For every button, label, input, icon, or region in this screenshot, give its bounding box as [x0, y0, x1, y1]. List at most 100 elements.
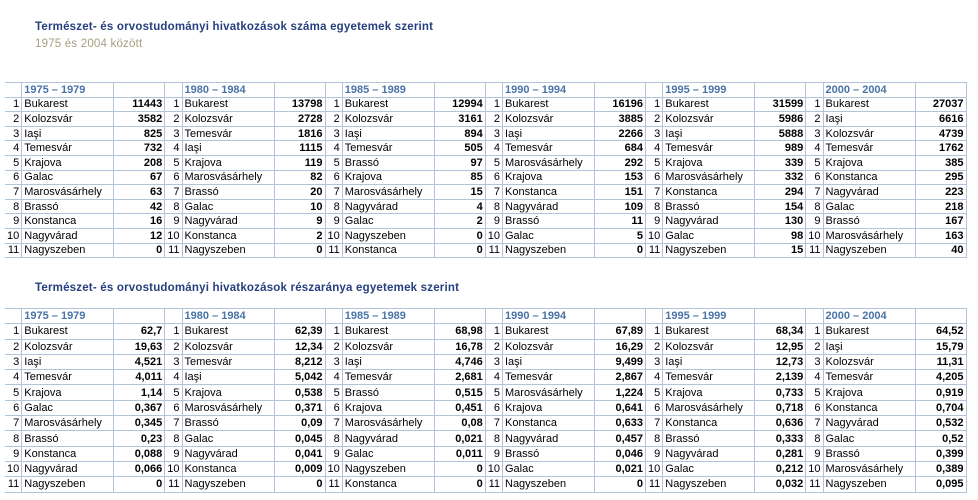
- value-cell: 40: [915, 242, 967, 259]
- value-cell: 16,29: [594, 338, 646, 355]
- value-cell: 3582: [113, 111, 166, 127]
- table-row: 8 Galac 0,52: [806, 430, 967, 447]
- value-cell: 4: [434, 198, 486, 215]
- rank-cell: 2: [485, 338, 503, 355]
- value-cell: 6616: [915, 111, 967, 127]
- city-cell: Brassó: [182, 415, 275, 432]
- rank-cell: 1: [165, 96, 183, 113]
- city-cell: Temesvár: [21, 140, 115, 156]
- value-cell: 3885: [594, 111, 646, 127]
- value-cell: 505: [434, 140, 486, 156]
- city-cell: Nagyszeben: [21, 242, 115, 259]
- table-row: 10 Galac 0,212: [646, 460, 807, 478]
- value-cell: 0,009: [274, 460, 326, 478]
- rank-cell: 5: [646, 384, 664, 401]
- table-row: 7 Brassó 20: [165, 184, 326, 200]
- table-row: 10 Konstanca 2: [165, 227, 326, 244]
- table-row: 11 Konstanca 0: [325, 476, 486, 493]
- value-cell: 294: [754, 184, 807, 200]
- city-cell: Bukarest: [21, 96, 115, 113]
- value-cell: 0,09: [274, 415, 326, 432]
- value-cell: 16,78: [434, 338, 486, 355]
- rank-cell: 8: [646, 198, 664, 215]
- rank-cell: 2: [325, 338, 343, 355]
- value-cell: 339: [754, 154, 807, 171]
- city-cell: Marosvásárhely: [342, 184, 435, 200]
- table-row: 9 Konstanca 16: [5, 213, 166, 229]
- table-row: 1 Bukarest 68,98: [325, 323, 486, 340]
- city-cell: Krajova: [342, 169, 435, 186]
- city-cell: Kolozsvár: [21, 111, 115, 127]
- shares-table-title: Természet- és orvostudományi hivatkozáso…: [35, 282, 460, 294]
- value-cell: 1762: [915, 140, 967, 156]
- table-row: 5 Krajova 0,538: [165, 384, 326, 401]
- city-cell: Temesvár: [182, 125, 275, 142]
- value-cell: 9: [274, 213, 326, 229]
- value-cell: 0,733: [754, 384, 807, 401]
- rank-cell: 1: [806, 323, 824, 340]
- table-row: 10 Nagyszeben 0: [325, 227, 486, 244]
- city-cell: Temesvár: [182, 353, 275, 371]
- value-cell: 0,389: [915, 460, 967, 478]
- value-cell: 13798: [274, 96, 326, 113]
- rank-cell: 10: [646, 227, 664, 244]
- city-cell: Bukarest: [662, 96, 756, 113]
- rank-cell: 9: [165, 213, 183, 229]
- city-cell: Konstanca: [342, 476, 435, 493]
- table-row: 7 Marosvásárhely 63: [5, 184, 166, 200]
- value-cell: 98: [754, 227, 807, 244]
- city-cell: Konstanca: [662, 184, 756, 200]
- city-cell: Brassó: [823, 445, 916, 462]
- city-cell: Nagyvárad: [823, 184, 916, 200]
- city-cell: Konstanca: [21, 213, 115, 229]
- city-cell: Brassó: [662, 198, 756, 215]
- table-row: 3 Kolozsvár 11,31: [806, 353, 967, 371]
- period-header-row: 1990 – 1994: [485, 82, 646, 98]
- period-header-row: 1990 – 1994: [485, 307, 646, 325]
- value-cell: 0,212: [754, 460, 807, 478]
- rank-cell: 8: [165, 430, 183, 447]
- value-cell: 0,367: [113, 399, 166, 417]
- value-cell: 732: [113, 140, 166, 156]
- rank-cell: 11: [485, 242, 503, 259]
- rank-cell: 11: [485, 476, 503, 493]
- table-row: 8 Brassó 42: [5, 198, 166, 215]
- period-header-row: 1995 – 1999: [646, 307, 807, 325]
- city-cell: Iaşi: [823, 338, 916, 355]
- counts-table-title: Természet- és orvostudományi hivatkozáso…: [35, 21, 434, 33]
- rank-cell: 1: [485, 323, 503, 340]
- rank-header-cell: [165, 82, 183, 98]
- value-cell: 0,371: [274, 399, 326, 417]
- table-row: 6 Marosvásárhely 332: [646, 169, 807, 186]
- table-row: 3 Iaşi 2266: [485, 125, 646, 142]
- rank-cell: 5: [325, 154, 343, 171]
- city-cell: Nagyszeben: [342, 227, 435, 244]
- citation-shares-table-group: 1975 – 1979 1 Bukarest 62,7 2 Kolozsvár 19,63 3…: [5, 307, 967, 493]
- value-cell: 0,021: [594, 460, 646, 478]
- value-header-cell: [594, 307, 646, 325]
- city-cell: Nagyszeben: [823, 242, 916, 259]
- table-row: 9 Konstanca 0,088: [5, 445, 166, 462]
- value-cell: 20: [274, 184, 326, 200]
- value-header-cell: [274, 307, 326, 325]
- city-cell: Temesvár: [21, 369, 115, 386]
- rank-cell: 9: [806, 445, 824, 462]
- rank-header-cell: [165, 307, 183, 325]
- rank-cell: 9: [485, 213, 503, 229]
- rank-cell: 8: [485, 430, 503, 447]
- value-cell: 85: [434, 169, 486, 186]
- city-cell: Brassó: [21, 198, 115, 215]
- table-row: 3 Iaşi 5888: [646, 125, 807, 142]
- rank-header-cell: [325, 82, 343, 98]
- rank-cell: 9: [806, 213, 824, 229]
- period-header-row: 2000 – 2004: [806, 307, 967, 325]
- rank-cell: 6: [646, 399, 664, 417]
- table-row: 1 Bukarest 13798: [165, 96, 326, 113]
- city-cell: Nagyszeben: [21, 476, 115, 493]
- city-cell: Temesvár: [823, 140, 916, 156]
- value-cell: 0: [113, 476, 166, 493]
- period-header-row: 1975 – 1979: [5, 307, 166, 325]
- city-cell: Galac: [823, 430, 916, 447]
- period-table: 1995 – 1999 1 Bukarest 68,34 2 Kolozsvár 12,95…: [646, 307, 807, 493]
- value-cell: 1,14: [113, 384, 166, 401]
